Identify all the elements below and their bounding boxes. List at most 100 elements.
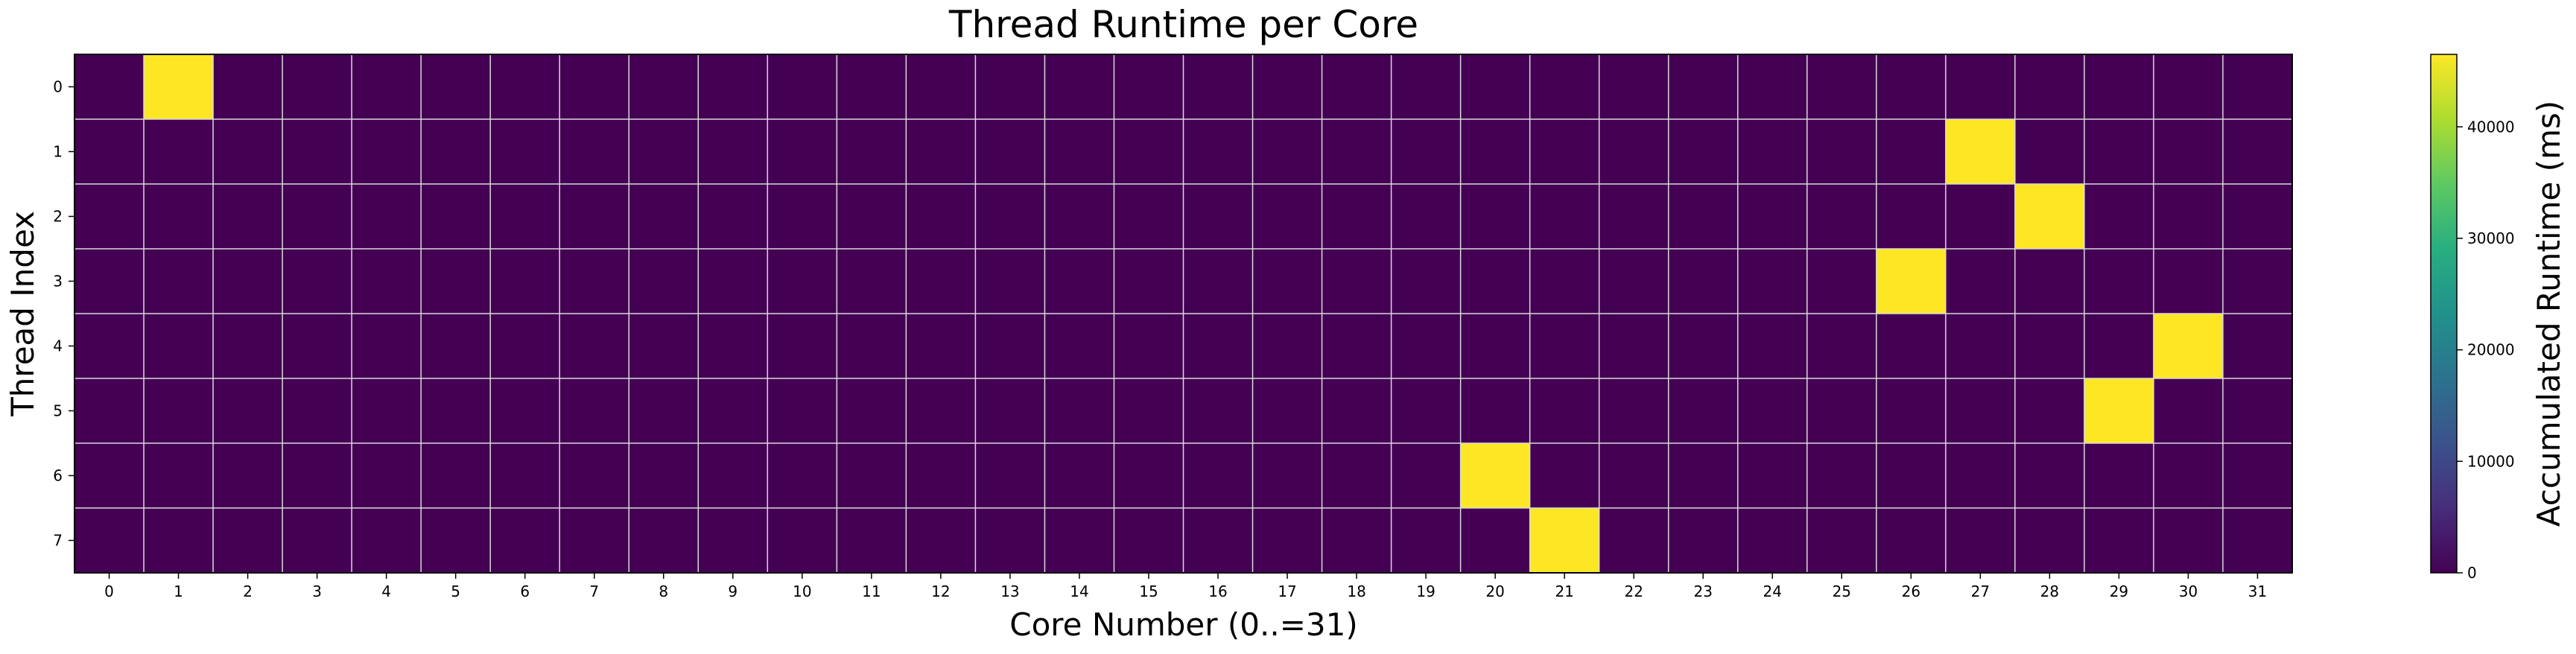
- heatmap-cell: [1806, 249, 1877, 314]
- heatmap-cell: [352, 249, 422, 314]
- x-tick-label: 31: [2248, 582, 2267, 600]
- heatmap-cell: [975, 314, 1045, 379]
- heatmap-cell: [1806, 508, 1877, 574]
- heatmap-cell: [975, 443, 1045, 509]
- x-tick-label: 3: [312, 582, 322, 600]
- heatmap-cell: [559, 249, 629, 314]
- heatmap-cell: [74, 508, 145, 574]
- heatmap-cell: [837, 508, 907, 574]
- heatmap-cell: [1391, 508, 1462, 574]
- gridlines: [74, 54, 2292, 573]
- heatmap-cell: [144, 314, 214, 379]
- heatmap-cell: [837, 378, 907, 444]
- heatmap-cell: [2222, 184, 2293, 250]
- heatmap-cell: [1252, 443, 1323, 509]
- heatmap-cell: [559, 184, 629, 250]
- heatmap-cell: [2153, 119, 2224, 185]
- heatmap-cell: [1876, 54, 1947, 120]
- heatmap-cell: [1391, 314, 1462, 379]
- x-tick-label: 18: [1347, 582, 1365, 600]
- y-axis-ticks: 0 1 2 3 4 5 6 7: [53, 78, 74, 550]
- heatmap-cell: [2153, 249, 2224, 314]
- x-tick-label: 4: [381, 582, 391, 600]
- plot-frame: [74, 54, 2293, 574]
- x-tick-label: 16: [1208, 582, 1227, 600]
- heatmap-cell: [421, 443, 491, 509]
- heatmap-cell: [906, 119, 976, 185]
- heatmap-cell: [767, 378, 837, 444]
- x-tick-label: 20: [1485, 582, 1504, 600]
- heatmap-cell: [1460, 508, 1531, 574]
- heatmap-cell: [1599, 378, 1669, 444]
- heatmap-cell: [1599, 249, 1669, 314]
- heatmap-cell: [1460, 443, 1531, 509]
- heatmap-cell: [1737, 508, 1808, 574]
- heatmap-cell: [2014, 184, 2085, 250]
- heatmap-cell: [1668, 119, 1739, 185]
- heatmap-cell: [975, 184, 1045, 250]
- heatmap-cell: [421, 184, 491, 250]
- heatmap-cell: [1322, 508, 1392, 574]
- heatmap-cell: [213, 119, 283, 185]
- heatmap-cell: [421, 249, 491, 314]
- heatmap-cell: [1806, 443, 1877, 509]
- heatmap-cell: [559, 443, 629, 509]
- heatmap-cell: [1876, 378, 1947, 444]
- heatmap-cell: [1599, 184, 1669, 250]
- heatmap-cell: [1391, 184, 1462, 250]
- heatmap-cell: [629, 378, 699, 444]
- heatmap-cell: [1599, 314, 1669, 379]
- heatmap-cell: [767, 54, 837, 120]
- heatmap-cell: [1599, 508, 1669, 574]
- heatmap-cell: [1252, 508, 1323, 574]
- heatmap-cell: [1668, 314, 1739, 379]
- heatmap-cell: [1876, 443, 1947, 509]
- heatmap-cell: [282, 314, 352, 379]
- heatmap-cell: [2084, 443, 2154, 509]
- heatmap-cell: [1114, 184, 1184, 250]
- heatmap-cell: [1529, 54, 1600, 120]
- heatmap-cell: [1737, 314, 1808, 379]
- heatmap-cell: [2014, 314, 2085, 379]
- heatmap-cell: [2084, 249, 2154, 314]
- y-tick-label: 5: [53, 402, 63, 420]
- heatmap-cell: [1183, 378, 1254, 444]
- heatmap-cell: [906, 508, 976, 574]
- heatmap-cell: [144, 508, 214, 574]
- heatmap-cell: [352, 119, 422, 185]
- colorbar-tick-label: 40000: [2467, 118, 2515, 136]
- heatmap-cell: [213, 54, 283, 120]
- heatmap-cell: [559, 119, 629, 185]
- heatmap-cell: [767, 119, 837, 185]
- heatmap-cell: [1252, 378, 1323, 444]
- x-tick-label: 0: [104, 582, 114, 600]
- heatmap-cell: [767, 314, 837, 379]
- heatmap-cell: [2222, 508, 2293, 574]
- x-tick-label: 28: [2040, 582, 2059, 600]
- heatmap-cell: [767, 249, 837, 314]
- heatmap-cell: [74, 119, 145, 185]
- heatmap-cell: [975, 508, 1045, 574]
- chart-title: Thread Runtime per Core: [948, 3, 1418, 46]
- heatmap-cell: [213, 443, 283, 509]
- heatmap-cell: [767, 443, 837, 509]
- heatmap-cell: [1529, 314, 1600, 379]
- heatmap-cell: [282, 54, 352, 120]
- heatmap-cell: [1806, 378, 1877, 444]
- heatmap-cell: [1460, 54, 1531, 120]
- heatmap-cell: [1529, 249, 1600, 314]
- heatmap-cell: [906, 249, 976, 314]
- heatmap-cell: [1737, 119, 1808, 185]
- heatmap-cell: [1391, 378, 1462, 444]
- heatmap-cell: [698, 314, 768, 379]
- heatmap-cell: [2153, 184, 2224, 250]
- heatmap-cell: [1460, 184, 1531, 250]
- y-tick-label: 1: [53, 143, 63, 161]
- heatmap-cell: [144, 184, 214, 250]
- heatmap-cell: [2153, 508, 2224, 574]
- heatmap-cell: [352, 378, 422, 444]
- heatmap-cell: [1183, 184, 1254, 250]
- heatmap-cell: [629, 443, 699, 509]
- heatmap-cell: [490, 378, 560, 444]
- heatmap-cell: [213, 508, 283, 574]
